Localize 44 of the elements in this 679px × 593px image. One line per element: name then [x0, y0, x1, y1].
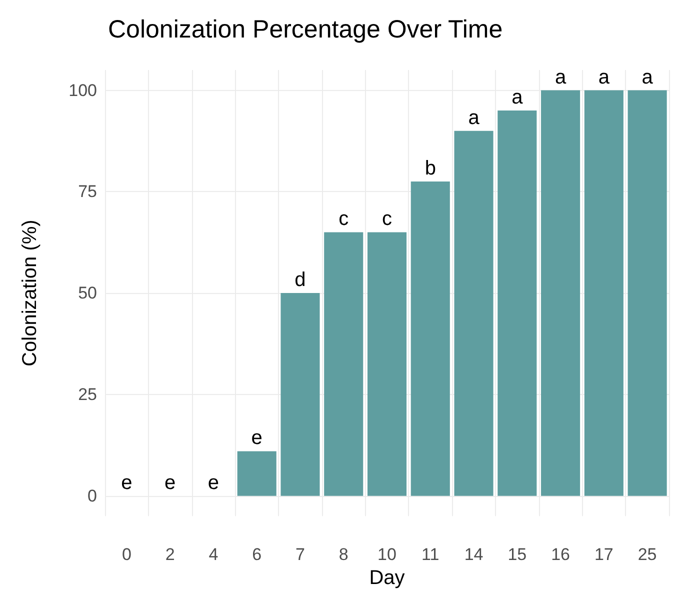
bar: [498, 110, 537, 496]
bar: [367, 232, 407, 496]
x-tick-label: 4: [208, 545, 218, 564]
data-label: a: [598, 66, 610, 88]
x-axis-title: Day: [369, 567, 405, 589]
data-label: d: [294, 269, 306, 292]
data-label: a: [512, 86, 524, 109]
x-tick-label: 2: [165, 545, 175, 564]
data-label: c: [338, 208, 349, 230]
x-tick-label: 6: [252, 545, 262, 564]
x-tick-label: 17: [594, 545, 614, 564]
x-tick-label: 14: [464, 545, 484, 564]
x-tick-label: 10: [378, 545, 396, 564]
bar: [628, 90, 667, 496]
bar: [454, 130, 494, 496]
x-tick-label: 15: [508, 545, 527, 564]
y-tick-label: 50: [78, 284, 97, 303]
x-tick-label: 11: [422, 545, 440, 564]
x-tick-label: 25: [638, 545, 657, 564]
bar: [541, 90, 580, 496]
data-label: e: [164, 472, 176, 494]
data-label: c: [382, 208, 392, 230]
x-tick-label: 7: [295, 545, 305, 564]
x-tick-label: 16: [551, 545, 570, 564]
x-tick-label: 8: [338, 545, 348, 564]
data-label: e: [121, 472, 132, 494]
bar: [237, 451, 276, 496]
data-label: a: [468, 106, 480, 129]
y-tick-label: 0: [88, 486, 97, 506]
data-label: e: [251, 427, 262, 450]
bar: [324, 232, 364, 496]
data-label: b: [424, 158, 436, 180]
bar: [280, 293, 320, 496]
y-tick-label: 75: [78, 182, 97, 202]
bar: [410, 182, 450, 496]
x-tick-label: 0: [122, 545, 132, 564]
data-label: a: [642, 66, 654, 88]
y-tick-label: 100: [68, 80, 97, 100]
bar: [584, 90, 624, 496]
chart-title: Colonization Percentage Over Time: [108, 16, 503, 44]
data-label: a: [554, 66, 567, 88]
y-axis-title: Colonization (%): [19, 220, 41, 366]
data-label: e: [208, 472, 220, 494]
y-tick-label: 25: [78, 384, 97, 404]
